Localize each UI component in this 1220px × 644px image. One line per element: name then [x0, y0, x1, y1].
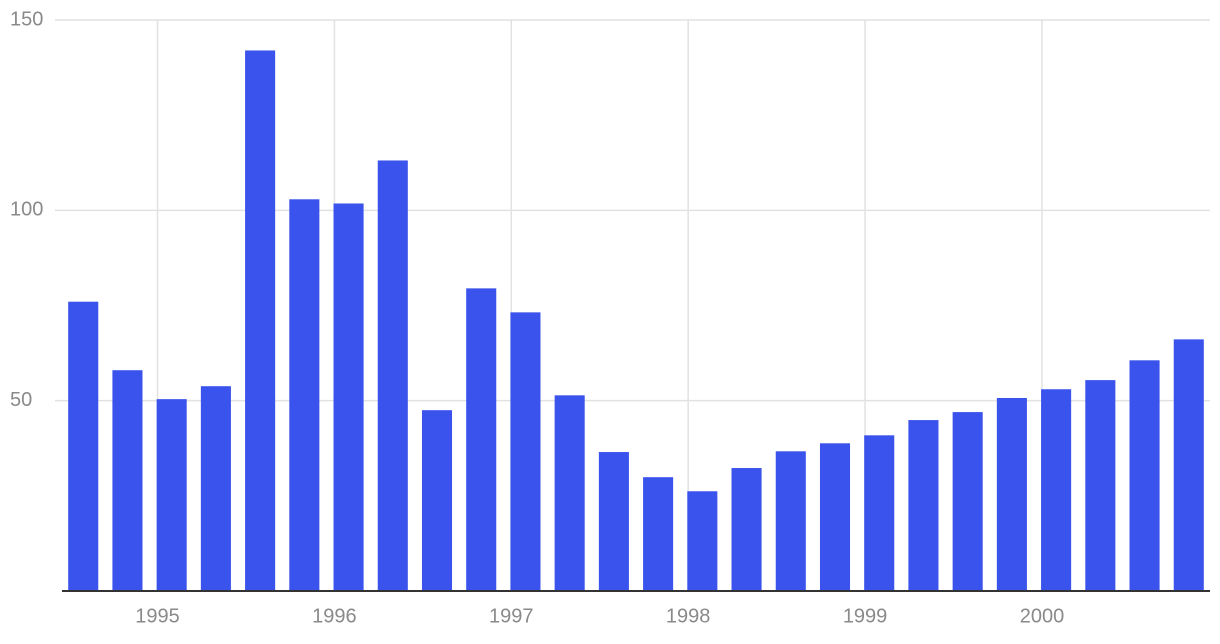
bar [643, 477, 674, 591]
x-tick-label: 1996 [312, 605, 357, 627]
bar [289, 199, 320, 591]
bar [731, 468, 762, 591]
bar [510, 312, 541, 591]
bar [156, 399, 187, 591]
x-tick-label: 1998 [666, 605, 711, 627]
y-tick-label: 150 [10, 8, 43, 30]
bar [952, 412, 983, 591]
bar [245, 50, 276, 592]
y-tick-label: 100 [10, 199, 43, 221]
bar [554, 395, 585, 591]
bar [864, 435, 895, 591]
bar [333, 203, 364, 592]
y-tick-label: 50 [10, 389, 32, 411]
bar [377, 160, 408, 591]
bar [112, 370, 143, 591]
bar [1173, 339, 1204, 591]
bar [908, 420, 939, 591]
bar [200, 386, 231, 591]
bar [996, 398, 1027, 591]
x-tick-label: 2000 [1020, 605, 1065, 627]
bar [421, 410, 453, 591]
bar [466, 288, 497, 591]
bar [775, 451, 806, 591]
bar [1129, 360, 1160, 591]
bar [819, 443, 851, 591]
x-tick-label: 1995 [135, 605, 180, 627]
bar [68, 301, 99, 591]
bar [687, 491, 718, 591]
x-tick-label: 1999 [843, 605, 888, 627]
bar [1041, 389, 1072, 591]
x-tick-label: 1997 [489, 605, 534, 627]
bar [598, 452, 629, 591]
bar [1085, 380, 1116, 591]
